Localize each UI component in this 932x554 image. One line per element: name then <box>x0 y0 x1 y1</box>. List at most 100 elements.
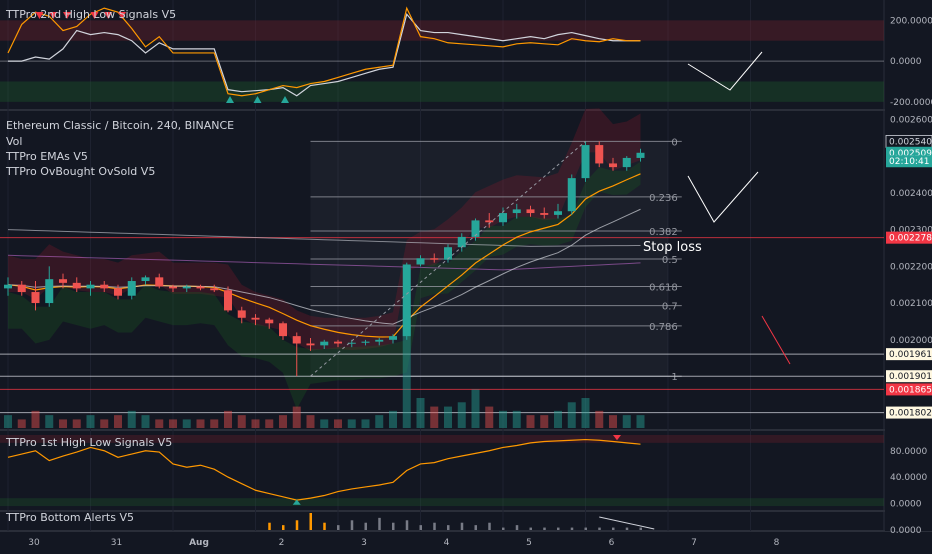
volume-bar <box>100 419 109 428</box>
volume-bar <box>347 419 356 428</box>
oscillator-2nd-pane[interactable] <box>0 6 884 103</box>
alert-bar <box>584 527 587 530</box>
candle-body <box>59 279 67 283</box>
volume-bar <box>182 419 191 428</box>
volume-bar <box>402 308 411 428</box>
candle-body <box>540 213 549 215</box>
alert-bar <box>282 525 285 530</box>
pane-backgrounds <box>0 0 932 532</box>
volume-bar <box>416 398 425 428</box>
osc2-tick-label: -200.0000 <box>890 98 932 108</box>
candle-body <box>595 145 604 164</box>
price-tick-label: 0.002200 <box>890 262 932 272</box>
candle-body <box>210 288 219 291</box>
price-tick-label: 0.002300 <box>890 226 932 236</box>
volume-bar <box>31 410 40 428</box>
candle-body <box>31 292 40 304</box>
volume-bar <box>141 415 150 428</box>
candle-body <box>416 258 425 265</box>
candle-body <box>196 286 205 289</box>
alert-bar <box>392 522 395 530</box>
oscillator-1st-pane[interactable] <box>0 434 884 507</box>
candle-body <box>567 178 576 212</box>
volume-bar <box>320 419 329 428</box>
volume-bar <box>609 415 617 428</box>
sell-signal-marker <box>35 12 44 19</box>
alert-bar <box>419 525 422 530</box>
price-tag-label: 0.001865 <box>889 385 932 395</box>
volume-bar <box>4 415 12 428</box>
alert-bar <box>323 522 326 530</box>
ema-ribbon-lower <box>8 161 641 410</box>
time-tick-label: 2 <box>279 538 285 548</box>
candle-body <box>430 258 439 260</box>
price-tag <box>886 231 932 244</box>
ema-line-medium <box>7 208 641 325</box>
alert-bar <box>570 527 574 530</box>
fib-level-label: 0.618 <box>649 283 678 294</box>
alert-bar <box>612 527 615 530</box>
volume-bar <box>45 415 54 428</box>
volume-bar <box>196 419 205 428</box>
time-tick-label: 6 <box>609 538 615 548</box>
time-axis: 30 31 Aug 2 3 4 5 6 7 8 <box>28 538 779 548</box>
candle-body <box>622 157 631 168</box>
volume-bar <box>334 419 342 428</box>
volume-bar <box>361 419 370 428</box>
buy-signal-marker <box>226 96 234 103</box>
forecast-arrow-down <box>761 315 791 365</box>
time-tick-label: 4 <box>444 538 450 548</box>
main-pane[interactable]: 0 0.236 0.382 0.5 0.618 0.7 0.786 1 <box>0 108 884 428</box>
candle-body <box>169 286 177 289</box>
volume-bar <box>622 415 631 428</box>
volume-bar <box>127 410 136 428</box>
osc2-tick-label: 200.0000 <box>890 16 932 26</box>
candle-body <box>224 290 232 311</box>
price-tick-label: 0.002100 <box>890 299 932 309</box>
volume-bar <box>389 410 397 428</box>
alert-bar <box>268 522 271 530</box>
time-tick-label: 3 <box>361 538 367 548</box>
price-axis-background <box>885 0 932 531</box>
alert-bar <box>557 527 560 530</box>
chart-title: Ethereum Classic / Bitcoin, 240, BINANCE <box>6 119 234 132</box>
price-tag-label: 0.002278 <box>889 234 932 244</box>
volume-bar <box>430 406 439 428</box>
stop-loss-annotation: Stop loss <box>643 240 702 255</box>
candle-body <box>86 284 95 289</box>
volume-bar <box>581 398 590 428</box>
candle-body <box>17 284 26 293</box>
volume-bar <box>17 419 26 428</box>
fib-level-label: 0.5 <box>662 255 678 266</box>
volume-bar <box>155 419 164 428</box>
candle-body <box>471 220 480 237</box>
price-tag-label: 0.002540 <box>889 137 932 147</box>
osc1-overbought-zone <box>0 434 884 443</box>
price-tag <box>886 406 932 419</box>
price-tag-label: 0.001901 <box>889 372 932 382</box>
buy-signal-marker <box>253 96 262 103</box>
alert-bar <box>378 517 381 530</box>
volume-bar <box>237 415 246 428</box>
volume-bar <box>526 415 535 428</box>
bottom-alerts-pane[interactable] <box>268 513 655 530</box>
candle-body <box>512 209 521 214</box>
alert-bar <box>433 522 436 530</box>
volume-bar <box>210 419 219 428</box>
osc2-oversold-zone <box>0 81 884 102</box>
fib-level-label: 0.786 <box>649 322 678 333</box>
bottom-alerts-tick-label: 0.0000 <box>890 526 922 536</box>
alert-bar <box>474 525 477 530</box>
fib-level-label: 0.382 <box>649 227 678 238</box>
alert-bar <box>598 527 601 530</box>
alert-bar <box>639 527 642 530</box>
volume-bar <box>279 415 287 428</box>
buy-signal-marker <box>281 96 289 103</box>
candle-body <box>609 163 617 168</box>
volume-bar <box>471 389 480 428</box>
candle-body <box>554 211 562 215</box>
volume-bar <box>265 419 274 428</box>
